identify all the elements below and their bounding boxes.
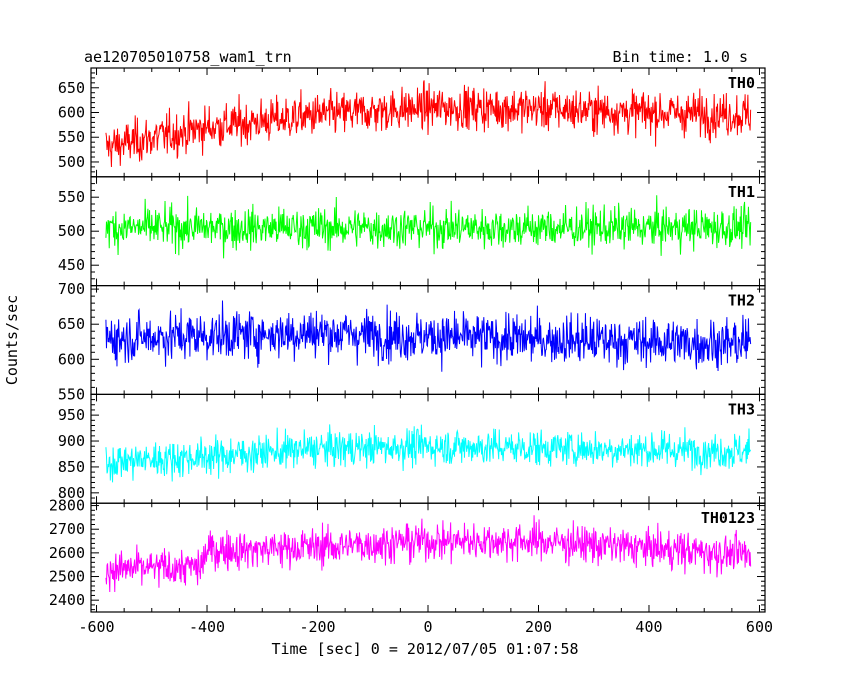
y-tick-label: 2700 [49, 520, 85, 538]
y-axis-label: Counts/sec [3, 295, 21, 385]
y-tick-label: 450 [58, 256, 85, 274]
panel-label: TH2 [728, 292, 755, 310]
y-tick-label: 800 [58, 484, 85, 502]
series-line-th2 [105, 300, 752, 372]
y-tick-label: 550 [58, 128, 85, 146]
y-tick-label: 600 [58, 350, 85, 368]
panel-label: TH0123 [701, 509, 755, 527]
panels-group: 500 550 600 650 TH0 450 500 550 TH1 550 600 650 700 T… [49, 67, 773, 636]
panel-label: TH0 [728, 74, 755, 92]
x-tick-label: 600 [746, 618, 773, 636]
y-tick-label: 650 [58, 79, 85, 97]
panel-th2: 550 600 650 700 TH2 [58, 280, 766, 403]
x-tick-label: -200 [299, 618, 335, 636]
series-line-th0123 [105, 515, 752, 593]
x-tick-label: 400 [635, 618, 662, 636]
x-tick-label: -400 [189, 618, 225, 636]
y-tick-label: 550 [58, 385, 85, 403]
x-axis-label: Time [sec] 0 = 2012/07/05 01:07:58 [271, 640, 578, 658]
panel-th1: 450 500 550 TH1 [58, 176, 766, 287]
y-tick-label: 700 [58, 280, 85, 298]
series-line-th3 [105, 424, 752, 483]
series-line-th0 [105, 80, 752, 167]
x-tick-label: 0 [423, 618, 432, 636]
y-tick-label: 500 [58, 222, 85, 240]
chart-title-right: Bin time: 1.0 s [613, 48, 748, 66]
y-tick-label: 2800 [49, 497, 85, 515]
panel-label: TH3 [728, 400, 755, 418]
y-tick-label: 2500 [49, 568, 85, 586]
y-tick-label: 900 [58, 432, 85, 450]
y-tick-label: 550 [58, 188, 85, 206]
y-tick-label: 950 [58, 406, 85, 424]
y-tick-label: 600 [58, 104, 85, 122]
panel-th0123: 2400 2500 2600 2700 2800 TH0123 [49, 497, 766, 613]
y-tick-label: 2400 [49, 591, 85, 609]
x-tick-label: -600 [78, 618, 114, 636]
y-tick-label: 650 [58, 315, 85, 333]
y-tick-label: 500 [58, 153, 85, 171]
chart-title-left: ae120705010758_wam1_trn [84, 48, 292, 66]
series-line-th1 [105, 195, 752, 259]
panel-th0: 500 550 600 650 TH0 [58, 67, 766, 178]
x-tick-label: 200 [525, 618, 552, 636]
panel-label: TH1 [728, 183, 755, 201]
panel-th3: 800 850 900 950 TH3 [58, 393, 766, 504]
y-tick-label: 2600 [49, 544, 85, 562]
y-tick-label: 850 [58, 458, 85, 476]
